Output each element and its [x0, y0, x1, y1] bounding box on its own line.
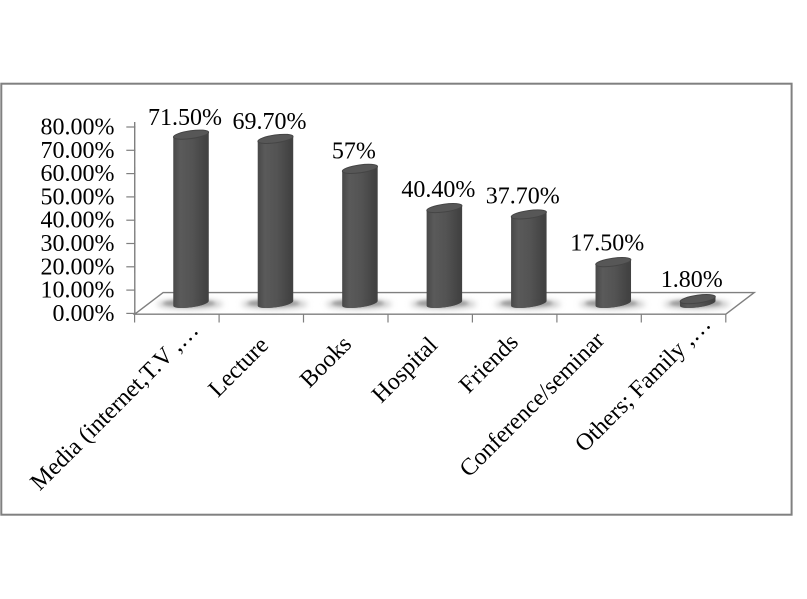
svg-text:71.50%: 71.50% — [148, 105, 222, 131]
svg-text:60.00%: 60.00% — [41, 161, 115, 187]
svg-text:1.80%: 1.80% — [661, 267, 723, 293]
svg-text:69.70%: 69.70% — [233, 109, 307, 135]
svg-text:50.00%: 50.00% — [41, 184, 115, 210]
svg-text:37.70%: 37.70% — [486, 183, 560, 209]
svg-text:40.00%: 40.00% — [41, 208, 115, 234]
svg-text:80.00%: 80.00% — [41, 115, 115, 141]
svg-text:57%: 57% — [332, 139, 376, 165]
svg-text:17.50%: 17.50% — [570, 230, 644, 256]
svg-text:30.00%: 30.00% — [41, 231, 115, 257]
svg-text:0.00%: 0.00% — [53, 301, 115, 327]
svg-text:10.00%: 10.00% — [41, 278, 115, 304]
svg-text:40.40%: 40.40% — [401, 177, 475, 203]
svg-text:70.00%: 70.00% — [41, 138, 115, 164]
svg-text:20.00%: 20.00% — [41, 254, 115, 280]
